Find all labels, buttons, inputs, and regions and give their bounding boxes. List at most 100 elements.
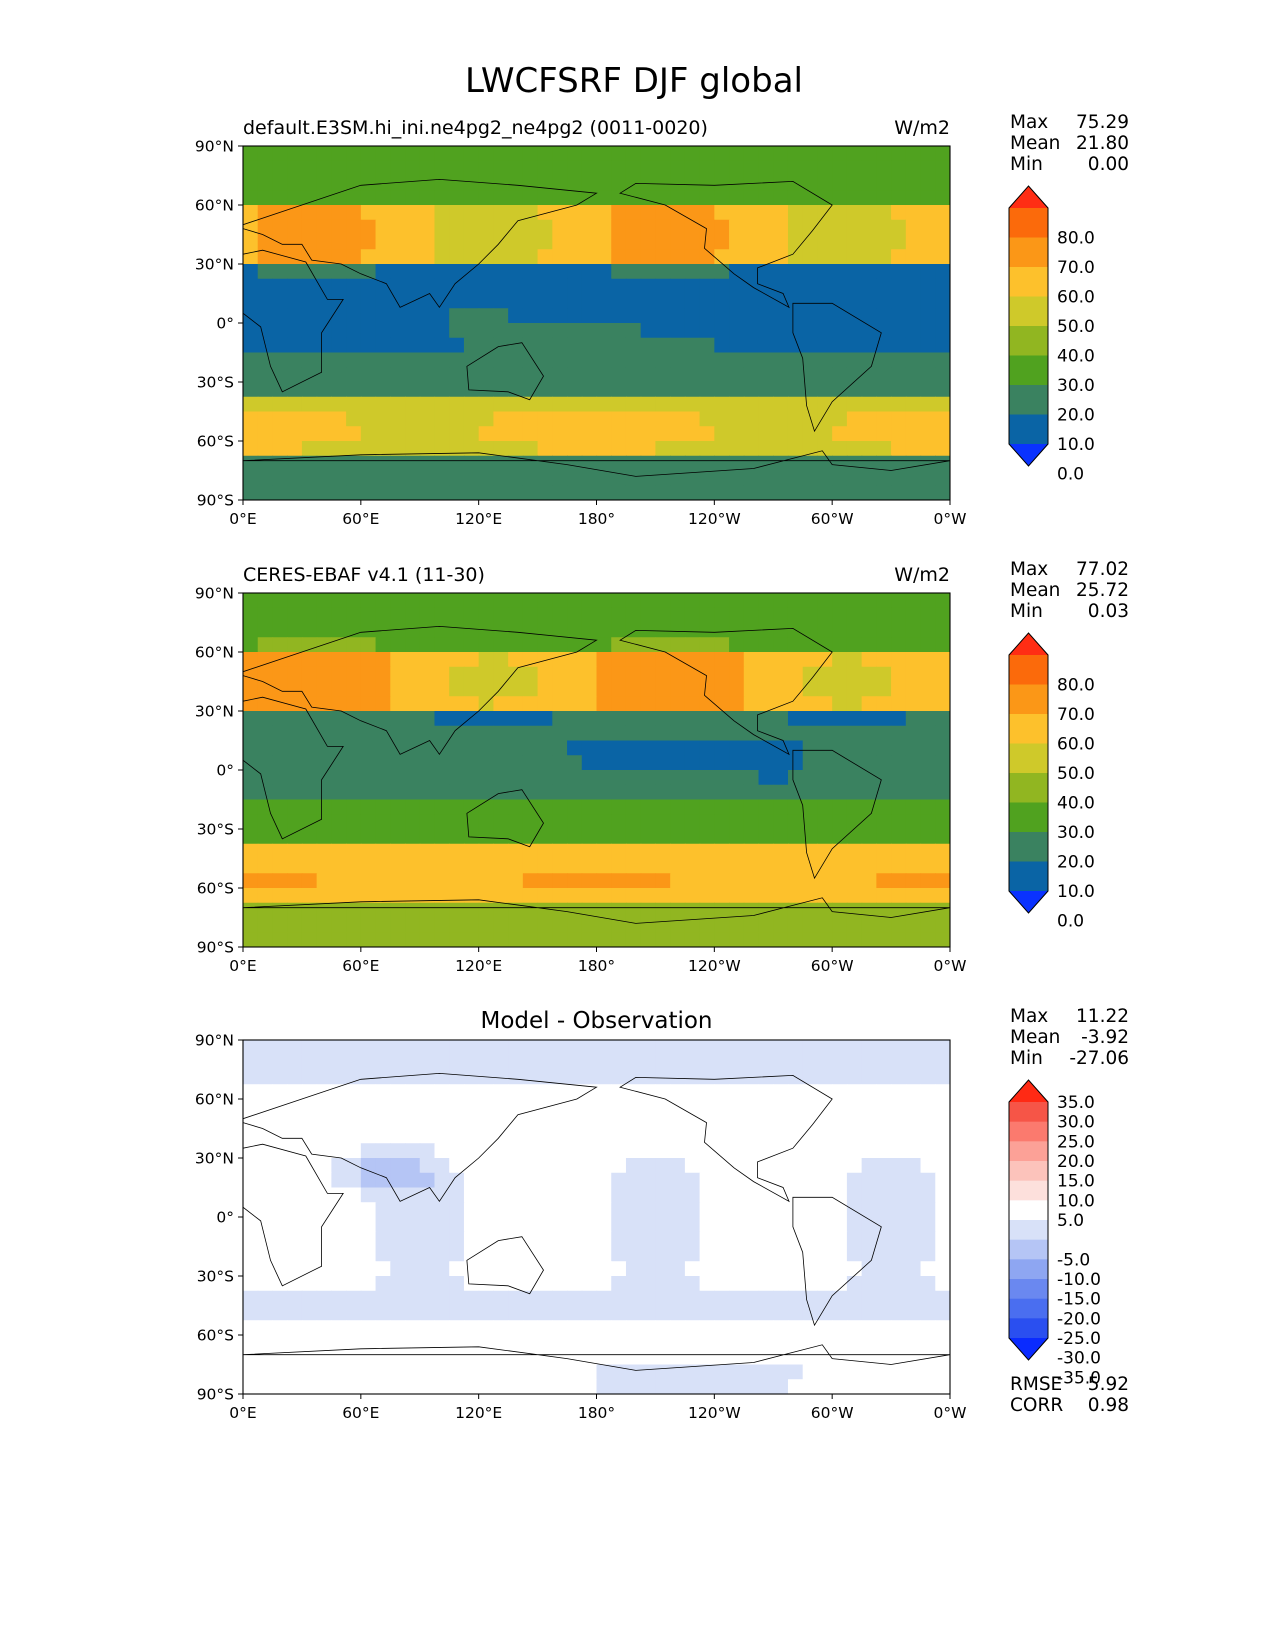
x-tick-label: 0°W	[934, 1404, 967, 1422]
colorbar-segment	[1009, 655, 1048, 685]
y-tick-label: 30°N	[195, 1150, 234, 1168]
x-tick-label: 0°E	[229, 957, 256, 975]
coastline-5	[243, 897, 950, 924]
y-tick-label: 30°N	[195, 256, 234, 274]
x-tick-label: 0°E	[229, 510, 256, 528]
colorbar-label: -5.0	[1057, 1250, 1090, 1270]
coastlines-difference	[243, 1072, 950, 1371]
y-tick-label: 90°S	[197, 492, 234, 510]
colorbar-outline	[1008, 185, 1049, 467]
y-tick-label: 90°S	[197, 939, 234, 957]
colorbar-segment	[1009, 385, 1048, 415]
x-tick-label: 120°E	[455, 1404, 502, 1422]
metric-value: 5.92	[1088, 1374, 1129, 1395]
colorbar-label: 50.0	[1057, 317, 1095, 337]
stat-label: Max	[1010, 1006, 1048, 1027]
y-tick-label: 90°N	[195, 585, 234, 603]
colorbar-label: 10.0	[1057, 1191, 1095, 1211]
colorbar-label: 30.0	[1057, 376, 1095, 396]
colorbar-segment	[1009, 414, 1048, 445]
coastline-2	[466, 1236, 544, 1295]
colorbar-label: 80.0	[1057, 676, 1095, 696]
colorbar-label: 30.0	[1057, 1113, 1095, 1133]
stat-label: Min	[1010, 154, 1043, 175]
colorbar-label: 25.0	[1057, 1132, 1095, 1152]
coastline-4	[792, 749, 882, 880]
map-panel-reference: 0°E 60°E 120°E 180° 120°W 60°W 0°W 90°N 60°N 30°N…	[195, 559, 1129, 975]
colorbar-label: 70.0	[1057, 705, 1095, 725]
colorbar-segment	[1009, 1161, 1048, 1182]
coastline-3	[619, 627, 833, 756]
colorbar-label: 5.0	[1057, 1211, 1084, 1231]
y-tick-label: 0°	[216, 762, 234, 780]
colorbar-segment	[1009, 1239, 1048, 1260]
field-reference	[243, 593, 950, 947]
coastline-4	[792, 302, 882, 433]
coastline-3	[619, 1074, 833, 1203]
x-tick-label: 0°W	[934, 510, 967, 528]
colorbar-segment	[1009, 1259, 1048, 1280]
colorbar-label: 20.0	[1057, 406, 1095, 426]
coastline-5	[243, 450, 950, 477]
colorbar-label: 20.0	[1057, 853, 1095, 873]
colorbar-extend-bottom	[1009, 891, 1048, 913]
stat-label: Mean	[1010, 1027, 1060, 1048]
colorbar-label: 0.0	[1057, 465, 1084, 485]
stat-label: Min	[1010, 1048, 1043, 1069]
stat-label: Min	[1010, 601, 1043, 622]
panel-title-left: default.E3SM.hi_ini.ne4pg2_ne4pg2 (0011-…	[243, 117, 708, 139]
colorbar-segment	[1009, 802, 1048, 833]
y-tick-label: 90°S	[197, 1386, 234, 1404]
x-tick-label: 120°W	[688, 1404, 741, 1422]
y-tick-label: 60°N	[195, 644, 234, 662]
x-tick-label: 180°	[578, 1404, 615, 1422]
coastline-5	[243, 1344, 950, 1371]
stat-value: 0.03	[1088, 601, 1129, 622]
y-tick-label: 30°S	[197, 1268, 234, 1286]
coastline-3	[619, 180, 833, 309]
colorbar-label: 50.0	[1057, 764, 1095, 784]
colorbar-label: 10.0	[1057, 882, 1095, 902]
panels: 0°E 60°E 120°E 180° 120°W 60°W 0°W 90°N 60°N 30°N…	[195, 112, 1129, 1422]
y-tick-label: 30°N	[195, 703, 234, 721]
colorbar-segment	[1009, 326, 1048, 356]
x-tick-label: 0°E	[229, 1404, 256, 1422]
colorbar-label: 80.0	[1057, 229, 1095, 249]
coastline-2	[466, 342, 544, 401]
y-tick-label: 60°S	[197, 880, 234, 898]
stat-value: -3.92	[1081, 1027, 1129, 1048]
stat-value: 11.22	[1076, 1006, 1129, 1027]
panel-title-center: Model - Observation	[480, 1008, 712, 1034]
colorbar-label: -10.0	[1057, 1270, 1101, 1290]
metric-label: RMSE	[1010, 1374, 1062, 1395]
y-tick-label: 90°N	[195, 138, 234, 156]
coastline-2	[466, 789, 544, 848]
colorbar-outline	[1008, 632, 1049, 914]
stat-label: Mean	[1010, 133, 1060, 154]
colorbar-label: 60.0	[1057, 735, 1095, 755]
colorbar-difference: 35.030.025.020.015.010.05.0 -5.0-10.0-15.…	[1008, 1079, 1101, 1388]
x-tick-label: 60°W	[811, 1404, 854, 1422]
metric-label: CORR	[1010, 1395, 1063, 1416]
stat-value: 75.29	[1076, 112, 1129, 133]
colorbar-extend-top	[1009, 1080, 1048, 1102]
colorbar-label: -20.0	[1057, 1309, 1101, 1329]
stat-label: Mean	[1010, 580, 1060, 601]
colorbar-label: 20.0	[1057, 1152, 1095, 1172]
colorbar-label: 40.0	[1057, 347, 1095, 367]
x-tick-label: 60°W	[811, 510, 854, 528]
x-tick-label: 60°E	[342, 510, 379, 528]
colorbar-label: -30.0	[1057, 1349, 1101, 1369]
x-tick-label: 120°W	[688, 510, 741, 528]
colorbar-extend-top	[1009, 186, 1048, 208]
y-tick-label: 60°N	[195, 1091, 234, 1109]
stat-value: 0.00	[1088, 154, 1129, 175]
colorbar-reference: 80.0 70.0 60.0 50.0 40.0 30.0 20.0 10.0 0.0	[1008, 632, 1095, 932]
field-test	[243, 146, 950, 500]
x-tick-label: 180°	[578, 510, 615, 528]
panel-title-right: W/m2	[894, 117, 950, 139]
colorbar-segment	[1009, 237, 1048, 268]
stat-value: 21.80	[1076, 133, 1129, 154]
colorbar-label: 60.0	[1057, 288, 1095, 308]
